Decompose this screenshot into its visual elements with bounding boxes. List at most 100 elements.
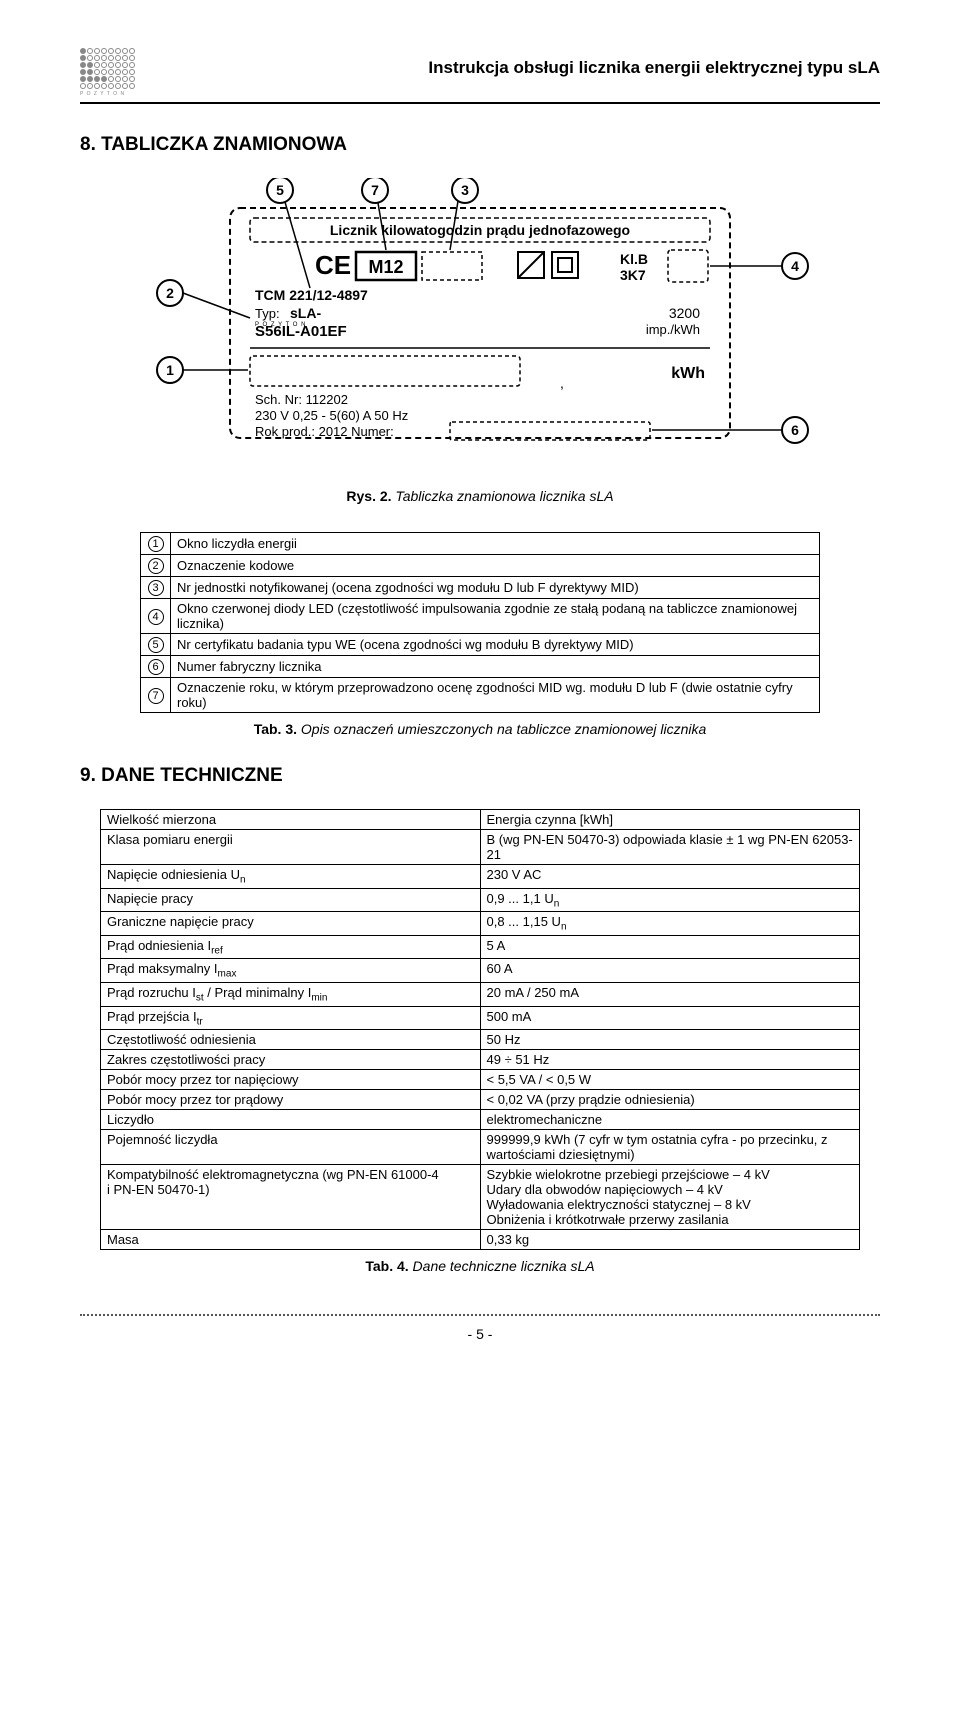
tech-row: Pojemność liczydła999999,9 kWh (7 cyfr w…: [101, 1130, 860, 1165]
svg-text:3200: 3200: [669, 305, 700, 321]
svg-text:6: 6: [791, 422, 799, 438]
svg-text:5: 5: [276, 182, 284, 198]
header-rule: [80, 102, 880, 104]
tech-value: 230 V AC: [480, 865, 860, 889]
legend-text: Okno czerwonej diody LED (częstotliwość …: [171, 599, 820, 634]
tech-value: 999999,9 kWh (7 cyfr w tym ostatnia cyfr…: [480, 1130, 860, 1165]
header-title: Instrukcja obsługi licznika energii elek…: [160, 48, 880, 78]
tech-value: 500 mA: [480, 1006, 860, 1030]
tab4-caption-rest: Dane techniczne licznika sLA: [409, 1258, 595, 1274]
svg-text:4: 4: [791, 258, 799, 274]
tech-label: Kompatybilność elektromagnetyczna (wg PN…: [101, 1165, 481, 1230]
tech-value: 20 mA / 250 mA: [480, 982, 860, 1006]
tech-row: Wielkość mierzonaEnergia czynna [kWh]: [101, 810, 860, 830]
svg-text:3K7: 3K7: [620, 267, 646, 283]
tech-value: 60 A: [480, 959, 860, 983]
svg-text:1: 1: [166, 362, 174, 378]
svg-text:7: 7: [371, 182, 379, 198]
tech-label: Klasa pomiaru energii: [101, 830, 481, 865]
legend-table: 1Okno liczydła energii2Oznaczenie kodowe…: [140, 532, 820, 713]
svg-text:P O Z Y T O N: P O Z Y T O N: [255, 322, 306, 328]
legend-text: Oznaczenie kodowe: [171, 555, 820, 577]
svg-text:M12: M12: [368, 257, 403, 277]
tech-row: Masa0,33 kg: [101, 1230, 860, 1250]
tech-row: Liczydłoelektromechaniczne: [101, 1110, 860, 1130]
tech-label: Masa: [101, 1230, 481, 1250]
legend-row: 4Okno czerwonej diody LED (częstotliwość…: [141, 599, 820, 634]
tech-row: Zakres częstotliwości pracy49 ÷ 51 Hz: [101, 1050, 860, 1070]
tech-label: Prąd odniesienia Iref: [101, 935, 481, 959]
page: P O Z Y T O N Instrukcja obsługi licznik…: [0, 0, 960, 1390]
svg-text:imp./kWh: imp./kWh: [646, 322, 700, 337]
legend-num: 5: [141, 634, 171, 656]
tech-row: Prąd maksymalny Imax60 A: [101, 959, 860, 983]
tech-row: Pobór mocy przez tor prądowy< 0,02 VA (p…: [101, 1090, 860, 1110]
tech-row: Pobór mocy przez tor napięciowy< 5,5 VA …: [101, 1070, 860, 1090]
section9-heading: 9. DANE TECHNICZNE: [80, 765, 880, 787]
svg-text:3: 3: [461, 182, 469, 198]
svg-text:Kl.B: Kl.B: [620, 251, 648, 267]
page-number: - 5 -: [468, 1326, 493, 1342]
footer: - 5 -: [80, 1314, 880, 1342]
tech-label: Częstotliwość odniesienia: [101, 1030, 481, 1050]
tech-value: 0,8 ... 1,15 Un: [480, 912, 860, 936]
legend-row: 6Numer fabryczny licznika: [141, 656, 820, 678]
legend-num: 4: [141, 599, 171, 634]
tech-value: < 0,02 VA (przy prądzie odniesienia): [480, 1090, 860, 1110]
tech-value: 0,9 ... 1,1 Un: [480, 888, 860, 912]
tech-label: Napięcie odniesienia Un: [101, 865, 481, 889]
tech-row: Klasa pomiaru energiiB (wg PN-EN 50470-3…: [101, 830, 860, 865]
svg-text:Rok prod.: 2012 Numer:: Rok prod.: 2012 Numer:: [255, 424, 394, 439]
legend-row: 2Oznaczenie kodowe: [141, 555, 820, 577]
svg-text:Typ:: Typ:: [255, 306, 280, 321]
tech-label: Pobór mocy przez tor napięciowy: [101, 1070, 481, 1090]
tab3-caption-bold: Tab. 3.: [254, 721, 297, 737]
tech-row: Napięcie odniesienia Un230 V AC: [101, 865, 860, 889]
legend-num: 2: [141, 555, 171, 577]
legend-num: 1: [141, 533, 171, 555]
fig2-caption: Rys. 2. Tabliczka znamionowa licznika sL…: [80, 488, 880, 504]
tech-row: Graniczne napięcie pracy0,8 ... 1,15 Un: [101, 912, 860, 936]
tab3-caption-rest: Opis oznaczeń umieszczonych na tabliczce…: [297, 721, 706, 737]
legend-text: Nr certyfikatu badania typu WE (ocena zg…: [171, 634, 820, 656]
legend-row: 1Okno liczydła energii: [141, 533, 820, 555]
svg-text:Licznik kilowatogodzin prądu j: Licznik kilowatogodzin prądu jednofazowe…: [330, 222, 630, 238]
section8-heading: 8. TABLICZKA ZNAMIONOWA: [80, 134, 880, 156]
tech-label: Prąd maksymalny Imax: [101, 959, 481, 983]
legend-text: Oznaczenie roku, w którym przeprowadzono…: [171, 678, 820, 713]
legend-text: Nr jednostki notyfikowanej (ocena zgodno…: [171, 577, 820, 599]
nameplate-figure: Licznik kilowatogodzin prądu jednofazowe…: [80, 178, 880, 478]
tab4-caption-bold: Tab. 4.: [365, 1258, 408, 1274]
tech-value: 49 ÷ 51 Hz: [480, 1050, 860, 1070]
legend-text: Numer fabryczny licznika: [171, 656, 820, 678]
legend-row: 5Nr certyfikatu badania typu WE (ocena z…: [141, 634, 820, 656]
svg-text:Sch. Nr: 112202: Sch. Nr: 112202: [255, 392, 348, 407]
svg-text:,: ,: [560, 375, 564, 391]
tech-row: Prąd przejścia Itr500 mA: [101, 1006, 860, 1030]
tech-label: Pojemność liczydła: [101, 1130, 481, 1165]
tech-row: Prąd odniesienia Iref5 A: [101, 935, 860, 959]
tech-value: B (wg PN-EN 50470-3) odpowiada klasie ± …: [480, 830, 860, 865]
svg-text:230 V 0,25 - 5(60) A 50 Hz: 230 V 0,25 - 5(60) A 50 Hz: [255, 408, 408, 423]
tech-value: 5 A: [480, 935, 860, 959]
nameplate-svg: Licznik kilowatogodzin prądu jednofazowe…: [120, 178, 840, 478]
page-header: P O Z Y T O N Instrukcja obsługi licznik…: [80, 48, 880, 96]
logo: P O Z Y T O N: [80, 48, 140, 96]
tech-value: 0,33 kg: [480, 1230, 860, 1250]
svg-text:sLA-: sLA-: [290, 305, 321, 321]
tech-label: Prąd rozruchu Ist / Prąd minimalny Imin: [101, 982, 481, 1006]
tech-label: Wielkość mierzona: [101, 810, 481, 830]
tech-value: Szybkie wielokrotne przebiegi przejściow…: [480, 1165, 860, 1230]
tech-value: < 5,5 VA / < 0,5 W: [480, 1070, 860, 1090]
tech-value: 50 Hz: [480, 1030, 860, 1050]
legend-row: 3Nr jednostki notyfikowanej (ocena zgodn…: [141, 577, 820, 599]
tech-label: Napięcie pracy: [101, 888, 481, 912]
legend-num: 3: [141, 577, 171, 599]
tech-value: elektromechaniczne: [480, 1110, 860, 1130]
tech-label: Liczydło: [101, 1110, 481, 1130]
fig2-caption-bold: Rys. 2.: [346, 488, 391, 504]
tab3-caption: Tab. 3. Opis oznaczeń umieszczonych na t…: [80, 721, 880, 737]
tech-label: Pobór mocy przez tor prądowy: [101, 1090, 481, 1110]
tech-row: Prąd rozruchu Ist / Prąd minimalny Imin2…: [101, 982, 860, 1006]
svg-text:2: 2: [166, 285, 174, 301]
